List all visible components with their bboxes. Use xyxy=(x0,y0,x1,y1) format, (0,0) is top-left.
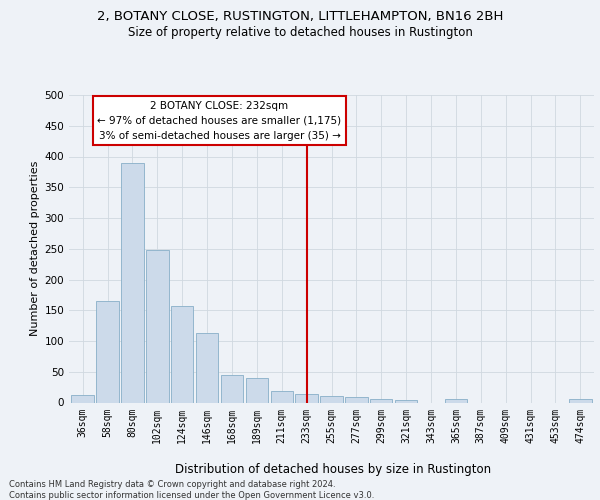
Text: Contains public sector information licensed under the Open Government Licence v3: Contains public sector information licen… xyxy=(9,491,374,500)
Bar xyxy=(196,333,218,402)
Bar xyxy=(395,400,418,402)
Bar xyxy=(271,391,293,402)
Y-axis label: Number of detached properties: Number of detached properties xyxy=(30,161,40,336)
Bar xyxy=(320,396,343,402)
Text: 2, BOTANY CLOSE, RUSTINGTON, LITTLEHAMPTON, BN16 2BH: 2, BOTANY CLOSE, RUSTINGTON, LITTLEHAMPT… xyxy=(97,10,503,23)
Bar xyxy=(445,400,467,402)
Bar xyxy=(171,306,193,402)
Bar xyxy=(221,376,243,402)
Text: Distribution of detached houses by size in Rustington: Distribution of detached houses by size … xyxy=(175,462,491,475)
Bar xyxy=(295,394,318,402)
Text: 2 BOTANY CLOSE: 232sqm
← 97% of detached houses are smaller (1,175)
3% of semi-d: 2 BOTANY CLOSE: 232sqm ← 97% of detached… xyxy=(97,101,341,141)
Bar xyxy=(121,162,143,402)
Bar xyxy=(97,301,119,402)
Bar xyxy=(71,394,94,402)
Text: Size of property relative to detached houses in Rustington: Size of property relative to detached ho… xyxy=(128,26,472,39)
Bar xyxy=(146,250,169,402)
Bar xyxy=(345,397,368,402)
Bar xyxy=(370,399,392,402)
Bar xyxy=(245,378,268,402)
Bar xyxy=(569,400,592,402)
Text: Contains HM Land Registry data © Crown copyright and database right 2024.: Contains HM Land Registry data © Crown c… xyxy=(9,480,335,489)
